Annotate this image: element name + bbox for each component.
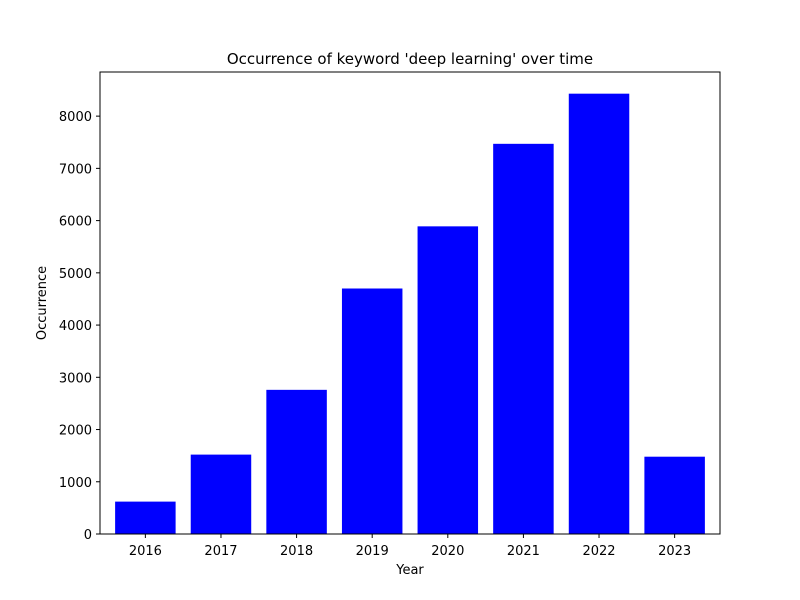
x-tick-label: 2017 — [204, 544, 237, 559]
y-tick-label: 2000 — [59, 424, 92, 439]
x-axis: 2016 2017 2018 2019 2020 2021 2022 2023 — [129, 534, 691, 559]
y-axis-label: Occurrence — [35, 266, 50, 340]
bar-2018 — [266, 389, 327, 534]
bar-2016 — [115, 501, 176, 534]
x-axis-label: Year — [395, 563, 424, 578]
y-tick-label: 4000 — [59, 319, 92, 334]
x-tick-label: 2019 — [356, 544, 389, 559]
bar-2017 — [190, 454, 252, 534]
y-tick-label: 1000 — [59, 476, 92, 491]
bar-2022 — [568, 93, 630, 535]
bar-2023 — [644, 456, 705, 534]
bars-layer — [115, 93, 705, 535]
bar-2020 — [417, 226, 479, 535]
x-tick-label: 2018 — [280, 544, 313, 559]
y-tick-label: 3000 — [59, 371, 92, 386]
y-tick-label: 8000 — [59, 110, 92, 125]
y-tick-label: 5000 — [59, 267, 92, 282]
x-tick-label: 2016 — [129, 544, 162, 559]
y-tick-label: 0 — [84, 528, 92, 543]
bar-2021 — [493, 143, 554, 534]
chart-title: Occurrence of keyword 'deep learning' ov… — [227, 50, 593, 68]
x-tick-label: 2022 — [582, 544, 615, 559]
y-axis: 0 1000 2000 3000 4000 5000 6000 7000 8000 — [59, 110, 100, 543]
y-tick-label: 6000 — [59, 215, 92, 230]
bar-2019 — [341, 288, 403, 534]
x-tick-label: 2023 — [658, 544, 691, 559]
x-tick-label: 2021 — [507, 544, 540, 559]
y-tick-label: 7000 — [59, 162, 92, 177]
x-tick-label: 2020 — [431, 544, 464, 559]
plot-area-frame — [99, 71, 721, 535]
